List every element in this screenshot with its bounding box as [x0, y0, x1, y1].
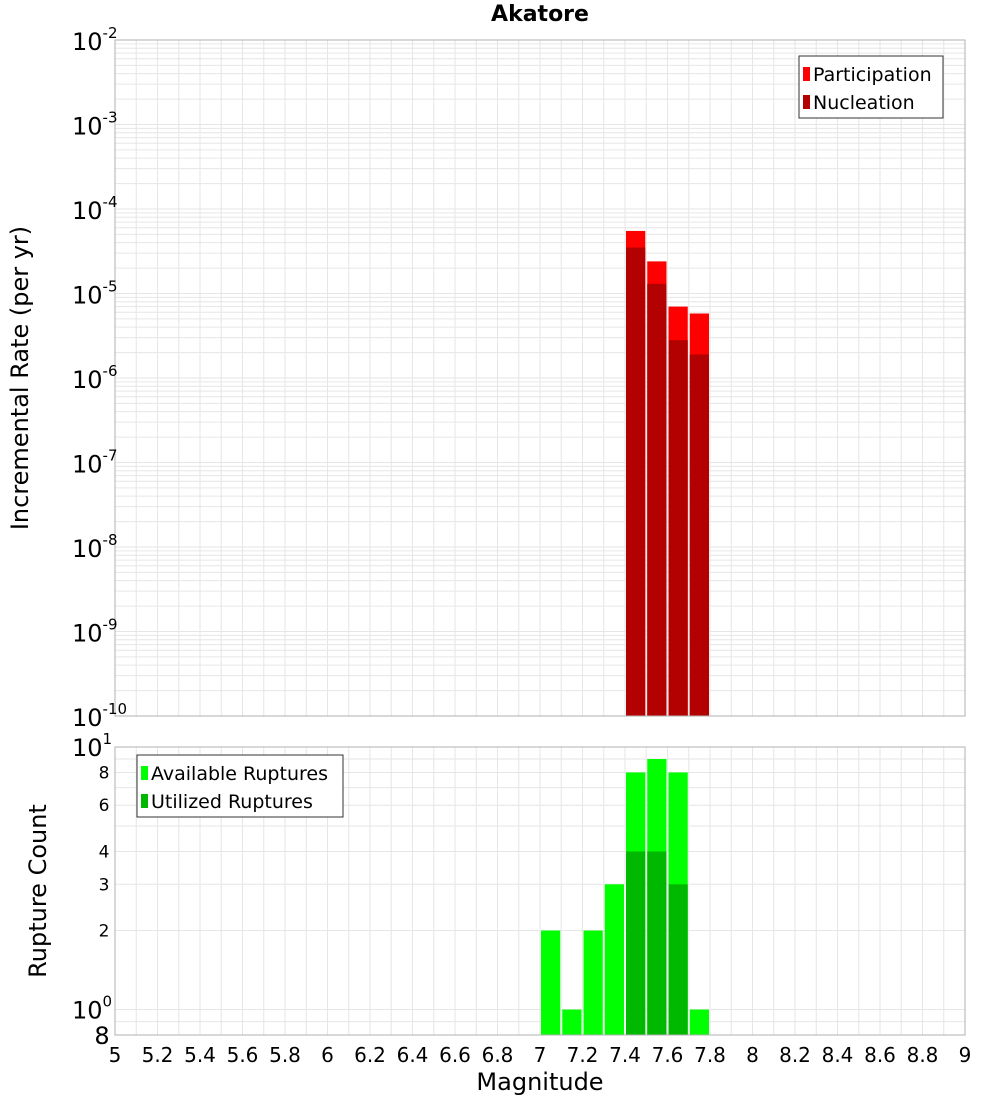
y-tick-label-top: 10-7 — [72, 447, 118, 479]
bar-available-ruptures — [583, 930, 603, 1035]
x-tick-label: 7 — [534, 1043, 547, 1067]
x-tick-label: 5.6 — [227, 1043, 259, 1067]
x-tick-label: 8 — [746, 1043, 759, 1067]
x-tick-label: 5.4 — [184, 1043, 216, 1067]
plot-frame-top — [114, 39, 966, 717]
x-tick-label: 5.8 — [269, 1043, 301, 1067]
legend-label: Nucleation — [813, 92, 915, 114]
bar-nucleation — [626, 247, 646, 716]
y-tick-label-bottom: 8 — [94, 1022, 109, 1050]
bar-available-ruptures — [562, 1009, 582, 1035]
legend-swatch — [141, 794, 148, 808]
y-tick-label-bottom: 6 — [99, 796, 110, 816]
y-tick-label-top: 10-3 — [72, 109, 118, 141]
x-tick-label: 7.4 — [609, 1043, 641, 1067]
bar-utilized-ruptures — [668, 884, 688, 1035]
legend-label: Participation — [813, 64, 932, 86]
x-tick-label: 7.8 — [694, 1043, 726, 1067]
plot-frame-bottom — [114, 746, 966, 1036]
y-tick-label-top: 10-9 — [72, 616, 118, 648]
x-tick-label: 9 — [959, 1043, 972, 1067]
y-tick-label-top: 10-2 — [72, 24, 118, 56]
bar-available-ruptures — [604, 884, 624, 1035]
x-tick-label: 6.8 — [482, 1043, 514, 1067]
x-tick-label: 7.6 — [652, 1043, 684, 1067]
y-tick-label-bottom: 4 — [99, 842, 110, 862]
legend-box — [136, 754, 344, 818]
y-tick-label-top: 10-6 — [72, 362, 118, 394]
y-tick-label-bottom: 3 — [99, 875, 110, 895]
y-axis-label-rate: Incremental Rate (per yr) — [6, 226, 34, 530]
legend-swatch — [803, 67, 810, 81]
bar-utilized-ruptures — [626, 851, 646, 1035]
bar-nucleation — [668, 340, 688, 716]
y-tick-label-top: 10-10 — [72, 700, 127, 732]
x-tick-label: 5 — [109, 1043, 122, 1067]
y-axis-label-count: Rupture Count — [24, 804, 52, 978]
y-tick-label-bottom: 100 — [72, 993, 112, 1025]
x-tick-label: 8.6 — [864, 1043, 896, 1067]
chart-title: Akatore — [491, 2, 589, 27]
legend-label: Available Ruptures — [151, 763, 328, 785]
bar-nucleation — [647, 283, 667, 716]
x-tick-label: 8.8 — [907, 1043, 939, 1067]
y-tick-label-bottom: 101 — [72, 730, 112, 762]
x-tick-label: 6.4 — [397, 1043, 429, 1067]
x-tick-label: 7.2 — [567, 1043, 599, 1067]
x-tick-label: 6.2 — [354, 1043, 386, 1067]
y-tick-label-bottom: 8 — [99, 763, 110, 783]
legend-box — [798, 55, 944, 119]
y-tick-label-bottom: 2 — [99, 922, 110, 942]
bar-available-ruptures — [541, 930, 561, 1035]
legend-swatch — [803, 95, 810, 109]
bar-available-ruptures — [689, 1009, 709, 1035]
x-tick-label: 8.4 — [822, 1043, 854, 1067]
legend-label: Utilized Ruptures — [151, 791, 313, 813]
x-tick-label: 5.2 — [142, 1043, 174, 1067]
y-tick-label-top: 10-5 — [72, 278, 118, 310]
x-axis-label: Magnitude — [476, 1068, 603, 1096]
x-tick-label: 6.6 — [439, 1043, 471, 1067]
y-tick-label-top: 10-4 — [72, 193, 118, 225]
x-tick-label: 6 — [321, 1043, 334, 1067]
bar-utilized-ruptures — [647, 851, 667, 1035]
bar-nucleation — [689, 354, 709, 716]
y-tick-label-top: 10-8 — [72, 531, 118, 563]
legend-swatch — [141, 766, 148, 780]
x-tick-label: 8.2 — [779, 1043, 811, 1067]
